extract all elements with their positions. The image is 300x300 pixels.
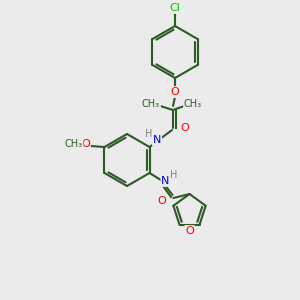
Text: N: N — [161, 176, 170, 186]
Text: CH₃: CH₃ — [64, 139, 82, 149]
Text: O: O — [171, 87, 179, 97]
Text: H: H — [145, 129, 153, 139]
Text: Cl: Cl — [169, 3, 180, 13]
Text: O: O — [81, 139, 90, 149]
Text: CH₃: CH₃ — [142, 99, 160, 109]
Text: N: N — [153, 135, 161, 145]
Text: CH₃: CH₃ — [184, 99, 202, 109]
Text: O: O — [157, 196, 166, 206]
Text: O: O — [185, 226, 194, 236]
Text: O: O — [181, 123, 189, 133]
Text: H: H — [170, 170, 177, 180]
